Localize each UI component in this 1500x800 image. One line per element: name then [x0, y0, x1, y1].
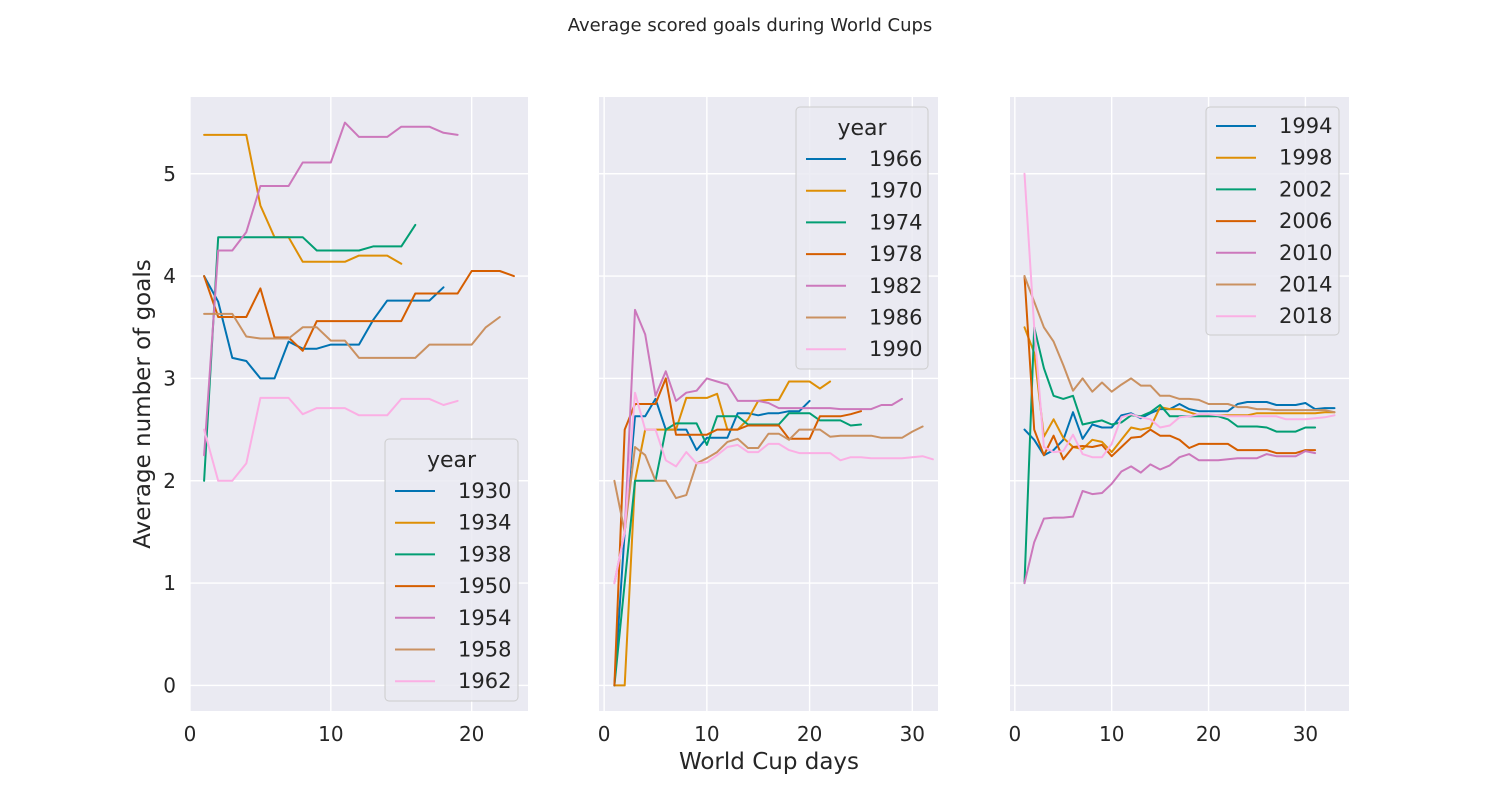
legend-entry-1998: 1998	[1279, 146, 1332, 170]
legend-entry-1974: 1974	[869, 210, 922, 234]
series-line-2002	[1023, 326, 1317, 585]
legend-entry-1954: 1954	[458, 606, 511, 630]
legend-entry-1950: 1950	[458, 574, 511, 598]
legend-box	[1205, 106, 1340, 336]
series-line-2018	[1023, 172, 1336, 459]
y-tick-label: 0	[163, 673, 176, 697]
y-tick-label: 3	[163, 366, 176, 390]
legend: year 1930 1934 1938 1950 1954 1958 1962	[384, 438, 519, 702]
series-line-1978	[613, 377, 862, 687]
x-axis-label: World Cup days	[679, 749, 859, 775]
legend-entry-1990: 1990	[869, 337, 922, 361]
legend-entry-1958: 1958	[458, 638, 511, 662]
x-tick-label: 10	[1099, 722, 1124, 746]
x-tick-label: 20	[797, 722, 822, 746]
legend-entry-2014: 2014	[1279, 273, 1332, 297]
legend-entry-1962: 1962	[458, 669, 511, 693]
x-tick-label: 0	[1008, 722, 1021, 746]
legend-box	[795, 106, 929, 370]
legend-entry-1934: 1934	[458, 511, 511, 535]
legend-entry-2006: 2006	[1279, 209, 1332, 233]
series-line-1958	[203, 312, 501, 359]
series-line-1986	[613, 425, 924, 533]
panel-middle: 0 10 20 30 year 1966 1970 1974 1978 1982 1986 1990	[598, 97, 938, 746]
x-tick-label: 0	[598, 722, 611, 746]
legend-entry-2010: 2010	[1279, 241, 1332, 265]
series-line-1994	[1023, 401, 1336, 457]
series-line-1934	[203, 133, 403, 265]
legend-entry-1966: 1966	[869, 147, 922, 171]
legend: 1994 1998 2002 2006 2010 2014 2018	[1205, 106, 1340, 336]
legend-box	[384, 438, 519, 702]
x-tick-label: 20	[1196, 722, 1221, 746]
panel-right: 0 10 20 30 1994 1998 2002 2006 2010 2014 2018	[1008, 97, 1349, 746]
series-line-1982	[613, 308, 903, 585]
x-tick-label: 10	[694, 722, 719, 746]
x-tick-label: 20	[459, 722, 484, 746]
series-line-1930	[203, 275, 445, 380]
legend-entry-1982: 1982	[869, 274, 922, 298]
series-line-2014	[1023, 275, 1336, 414]
legend-entry-2002: 2002	[1279, 177, 1332, 201]
legend-entry-1970: 1970	[869, 179, 922, 203]
legend-entry-1994: 1994	[1279, 114, 1332, 138]
legend-entry-1930: 1930	[458, 479, 511, 503]
y-tick-label: 1	[163, 571, 176, 595]
series-line-1990	[613, 391, 934, 585]
x-tick-label: 30	[1293, 722, 1318, 746]
legend-entry-1938: 1938	[458, 542, 511, 566]
y-tick-label: 4	[163, 264, 176, 288]
y-tick-label: 5	[163, 162, 176, 186]
series-line-2006	[1023, 275, 1317, 461]
x-tick-label: 0	[184, 722, 197, 746]
series-line-1938	[203, 223, 417, 482]
series-line-1954	[203, 121, 459, 457]
x-tick-label: 10	[318, 722, 343, 746]
series-line-1966	[613, 397, 811, 687]
y-tick-label: 2	[163, 469, 176, 493]
y-axis-label: Average number of goals	[130, 259, 156, 548]
x-tick-label: 30	[900, 722, 925, 746]
legend: year 1966 1970 1974 1978 1982 1986 1990	[795, 106, 929, 370]
legend-entry-2018: 2018	[1279, 304, 1332, 328]
legend-title: year	[427, 448, 477, 473]
series-line-2010	[1023, 450, 1317, 585]
legend-title: year	[837, 116, 887, 141]
legend-entry-1978: 1978	[869, 242, 922, 266]
series-line-1962	[203, 396, 459, 482]
series-line-1950	[203, 270, 515, 352]
figure-title: Average scored goals during World Cups	[568, 15, 933, 36]
panel-left: 0 10 20 0 1 2 3 4 5 year 1930 1934 1938 1950 1954 1958 1…	[163, 97, 528, 746]
legend-entry-1986: 1986	[869, 306, 922, 330]
